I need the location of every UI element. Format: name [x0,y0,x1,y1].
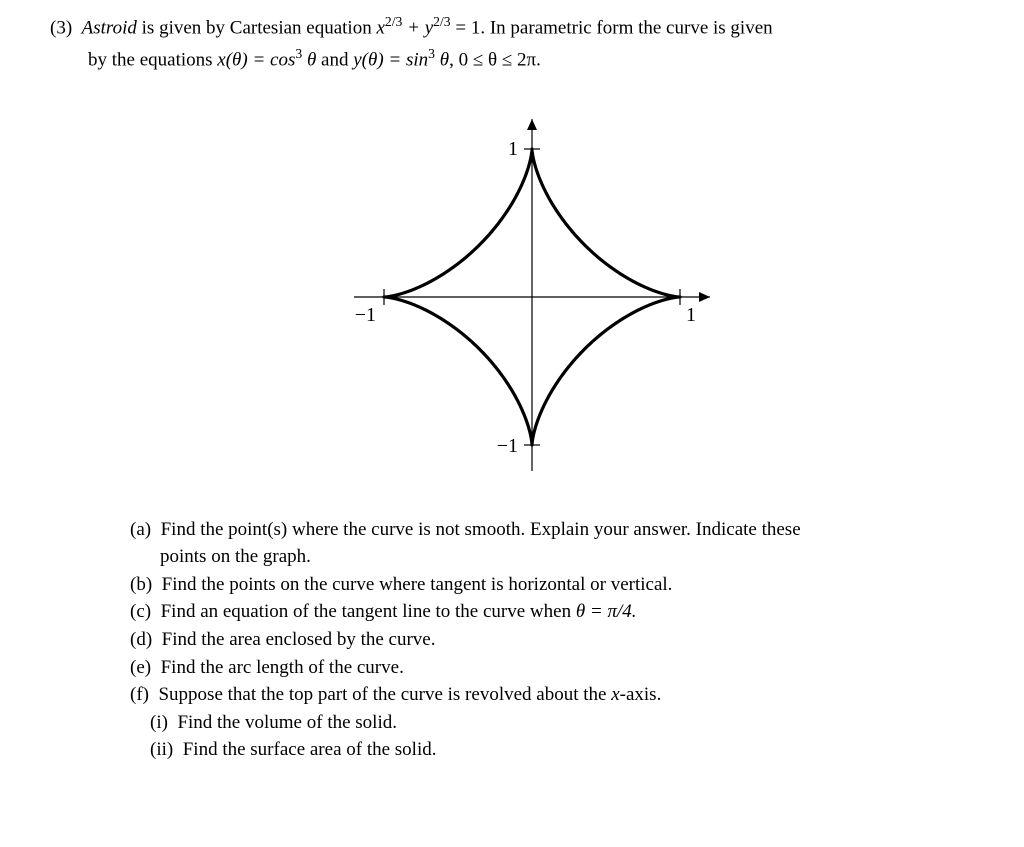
part-f-text-post: -axis. [620,684,662,705]
part-b: (b) Find the points on the curve where t… [130,571,974,599]
eq-y: + y [402,17,433,38]
part-c-label: (c) [130,601,151,622]
part-b-text: Find the points on the curve where tange… [162,574,673,595]
part-a-text2: points on the graph. [160,546,311,567]
part-fii-text: Find the surface area of the solid. [183,739,437,760]
problem-number: (3) [50,17,72,38]
svg-text:−1: −1 [497,435,518,457]
part-d: (d) Find the area enclosed by the curve. [130,626,974,654]
part-a: (a) Find the point(s) where the curve is… [130,516,974,544]
part-f-text-pre: Suppose that the top part of the curve i… [158,684,611,705]
part-d-label: (d) [130,629,152,650]
text: by the equations [88,49,217,70]
part-e-label: (e) [130,657,151,678]
part-c-text-pre: Find an equation of the tangent line to … [161,601,576,622]
eq-ytheta-arg: θ [435,49,449,70]
part-c-eq: θ = π/4. [576,601,637,622]
page-root: (3) Astroid is given by Cartesian equati… [0,0,1024,784]
astroid-chart: −1 1 1 −1 [287,102,737,492]
eq-ytheta: y(θ) = sin [353,49,428,70]
part-e-text: Find the arc length of the curve. [161,657,404,678]
part-d-text: Find the area enclosed by the curve. [162,629,436,650]
part-f: (f) Suppose that the top part of the cur… [130,681,974,709]
eq-range: , 0 ≤ θ ≤ 2π. [449,49,541,70]
part-a-cont: points on the graph. [130,543,974,571]
part-f-i: (i) Find the volume of the solid. [130,709,974,737]
part-fi-text: Find the volume of the solid. [177,712,397,733]
part-f-label: (f) [130,684,149,705]
part-e: (e) Find the arc length of the curve. [130,654,974,682]
text-and: and [316,49,353,70]
astroid-chart-container: −1 1 1 −1 [50,102,974,498]
astroid-name: Astroid [82,17,137,38]
part-f-ii: (ii) Find the surface area of the solid. [130,736,974,764]
problem-statement-line-1: (3) Astroid is given by Cartesian equati… [50,12,974,42]
part-c: (c) Find an equation of the tangent line… [130,598,974,626]
eq-x: x [376,17,384,38]
svg-text:−1: −1 [355,304,376,326]
exp-y: 2/3 [433,14,450,29]
eq-xtheta-arg: θ [302,49,316,70]
part-fi-label: (i) [150,712,168,733]
text: . In parametric form the curve is given [480,17,772,38]
problem-statement-line-2: by the equations x(θ) = cos 3 θ and y(θ) … [50,44,974,74]
exp-sin: 3 [428,46,435,61]
text: is given by Cartesian equation [137,17,377,38]
part-f-x: x [611,684,619,705]
eq-eq1: = 1 [451,17,481,38]
subparts: (a) Find the point(s) where the curve is… [50,516,974,764]
svg-text:1: 1 [686,304,696,326]
part-a-label: (a) [130,519,151,540]
part-b-label: (b) [130,574,152,595]
svg-text:1: 1 [508,138,518,160]
eq-xtheta: x(θ) = cos [217,49,295,70]
part-a-text1: Find the point(s) where the curve is not… [161,519,801,540]
exp-x: 2/3 [385,14,402,29]
part-fii-label: (ii) [150,739,173,760]
